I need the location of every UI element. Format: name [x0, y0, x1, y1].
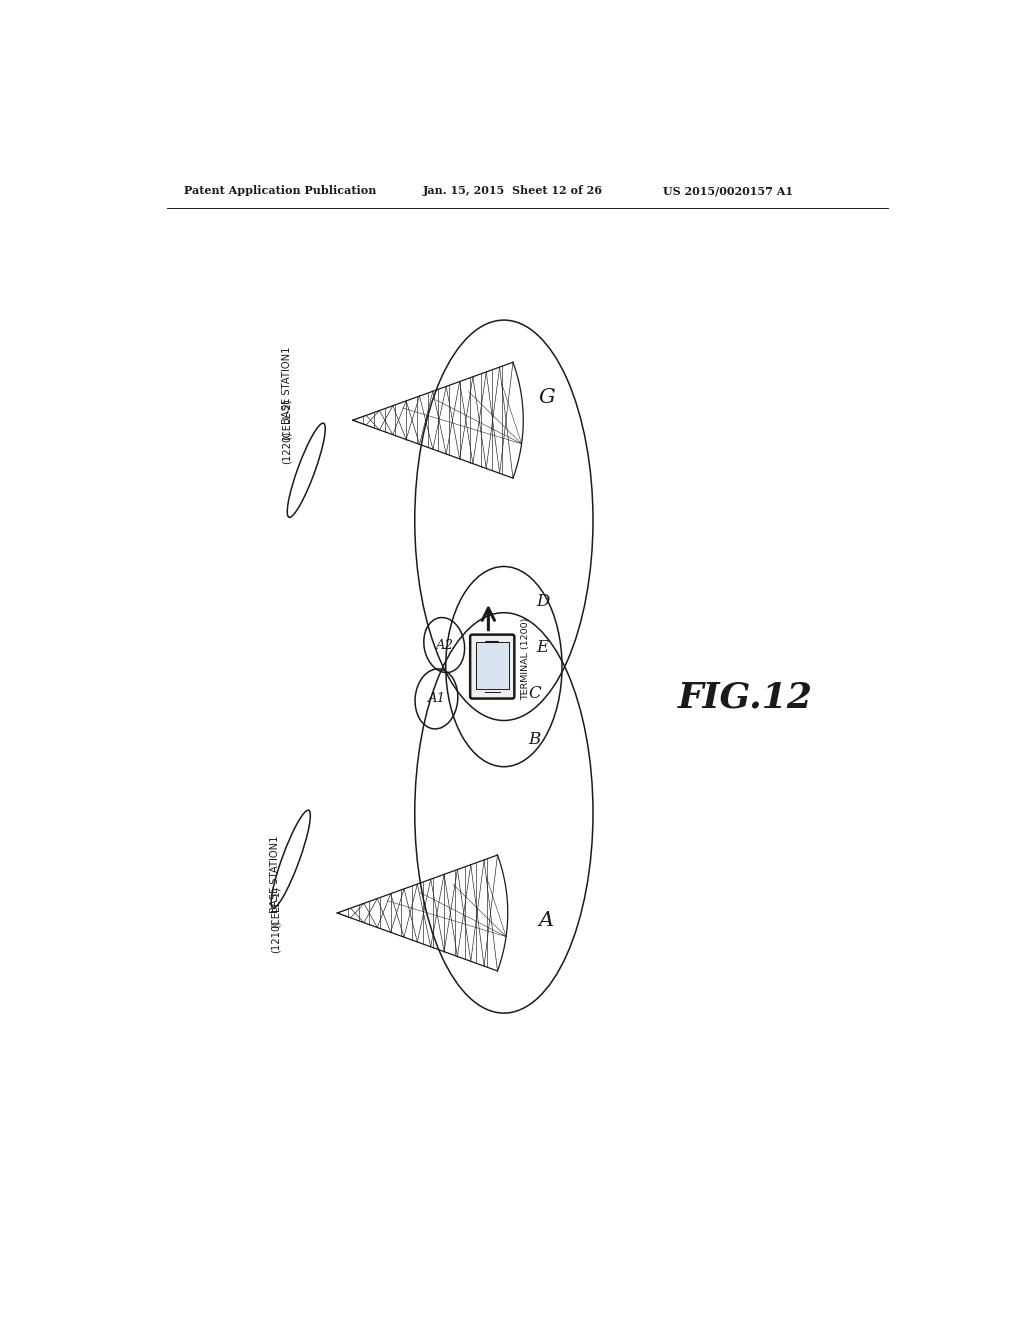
- Text: D: D: [536, 593, 549, 610]
- Text: (1220): (1220): [282, 430, 292, 463]
- Text: TERMINAL (1200): TERMINAL (1200): [521, 618, 530, 700]
- Text: C: C: [528, 685, 542, 702]
- Text: A1: A1: [427, 693, 445, 705]
- Text: A2: A2: [435, 639, 454, 652]
- Text: G: G: [539, 388, 555, 407]
- Text: FIG.12: FIG.12: [678, 680, 813, 714]
- Text: B: B: [528, 731, 541, 748]
- Text: (CELL-2): (CELL-2): [282, 397, 292, 440]
- Text: US 2015/0020157 A1: US 2015/0020157 A1: [663, 185, 793, 197]
- Text: (CELL-1): (CELL-1): [270, 887, 281, 928]
- Text: E: E: [537, 639, 549, 656]
- Text: BASE STATION1: BASE STATION1: [270, 836, 281, 913]
- Text: Patent Application Publication: Patent Application Publication: [183, 185, 376, 197]
- Bar: [475, 643, 509, 689]
- Text: Jan. 15, 2015  Sheet 12 of 26: Jan. 15, 2015 Sheet 12 of 26: [423, 185, 602, 197]
- FancyBboxPatch shape: [470, 635, 514, 698]
- Text: (1210): (1210): [270, 920, 281, 953]
- Text: A: A: [539, 911, 554, 931]
- Text: BASE STATION1: BASE STATION1: [282, 347, 292, 424]
